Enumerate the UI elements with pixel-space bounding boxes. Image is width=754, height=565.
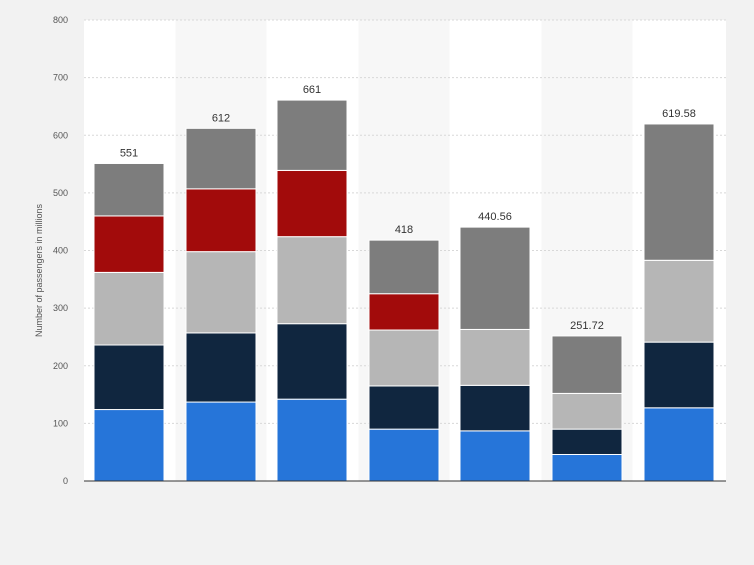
bar-segment[interactable] [276, 323, 348, 400]
y-tick-label: 800 [53, 15, 68, 25]
bar-segment[interactable] [551, 335, 623, 394]
bar-segment[interactable] [551, 453, 623, 482]
y-tick-label: 700 [53, 73, 68, 83]
total-label: 551 [120, 147, 138, 159]
bar-segment[interactable] [643, 341, 715, 409]
bar-segment[interactable] [551, 428, 623, 455]
y-tick-label: 0 [63, 476, 68, 486]
bar-segment[interactable] [93, 162, 165, 217]
bar-segment[interactable] [276, 99, 348, 171]
bar-segment[interactable] [185, 332, 257, 403]
bar-segment[interactable] [368, 239, 440, 295]
y-tick-label: 200 [53, 361, 68, 371]
y-axis-ticks: 0 100 200 300 400 500 600 700 800 [53, 15, 68, 486]
total-label: 418 [395, 224, 413, 236]
bar-segment[interactable] [368, 385, 440, 430]
bar-segment[interactable] [368, 428, 440, 482]
bar-segment[interactable] [459, 328, 531, 386]
y-axis-title: Number of passengers in millions [34, 203, 44, 337]
bar-segment[interactable] [459, 430, 531, 482]
bar-segment[interactable] [459, 384, 531, 432]
bar-segment[interactable] [185, 127, 257, 190]
bar-segment[interactable] [93, 271, 165, 346]
bar-segment[interactable] [276, 169, 348, 238]
y-tick-label: 600 [53, 130, 68, 140]
bar-segment[interactable] [93, 215, 165, 273]
y-tick-label: 100 [53, 418, 68, 428]
bar-segment[interactable] [185, 401, 257, 482]
y-tick-label: 400 [53, 246, 68, 256]
total-label: 251.72 [570, 320, 604, 332]
bar-segment[interactable] [93, 344, 165, 411]
total-label: 661 [303, 84, 321, 96]
bar-segment[interactable] [551, 392, 623, 430]
total-label: 440.56 [478, 211, 512, 223]
bar-segment[interactable] [643, 407, 715, 482]
bar-segment[interactable] [185, 251, 257, 334]
bar-segment[interactable] [276, 236, 348, 325]
bar-segment[interactable] [368, 293, 440, 331]
bar-segment[interactable] [276, 398, 348, 482]
bar-segment[interactable] [459, 226, 531, 330]
bar-segment[interactable] [185, 188, 257, 253]
bar-segment[interactable] [643, 123, 715, 261]
y-tick-label: 500 [53, 188, 68, 198]
total-labels: 551 612 661 418 440.56 251.72 619.58 [120, 84, 696, 332]
bar-segment[interactable] [93, 409, 165, 482]
total-label: 619.58 [662, 108, 696, 120]
bar-segment[interactable] [368, 329, 440, 387]
y-tick-label: 300 [53, 303, 68, 313]
bar-segment[interactable] [643, 259, 715, 343]
bar-stacks [93, 99, 715, 482]
total-label: 612 [212, 112, 230, 124]
